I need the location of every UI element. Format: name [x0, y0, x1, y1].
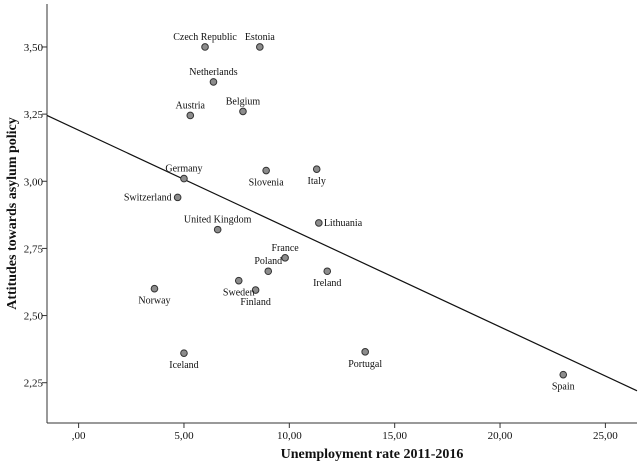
data-point — [264, 267, 273, 276]
x-axis-ticks: ,00 5,00 10,00 15,00 20,00 25,00 — [72, 423, 618, 442]
data-point-label: Sweden — [223, 288, 255, 299]
data-points — [150, 43, 568, 379]
y-tick-label: 2,25 — [24, 378, 44, 390]
data-point — [361, 348, 369, 356]
y-tick-label: 3,00 — [24, 176, 44, 188]
data-point — [234, 276, 243, 285]
data-point — [180, 174, 188, 183]
data-point — [256, 43, 264, 51]
data-point — [186, 111, 195, 120]
data-point — [173, 193, 182, 202]
data-point — [323, 267, 332, 276]
data-point — [312, 165, 321, 173]
x-tick-label: 15,00 — [382, 430, 407, 442]
data-point — [315, 219, 323, 227]
data-point-label: Switzerland — [124, 192, 172, 203]
data-point-label: Austria — [176, 100, 206, 111]
x-tick-label: 20,00 — [488, 430, 513, 442]
data-point-label: Spain — [552, 382, 575, 393]
x-tick-label: 5,00 — [174, 430, 194, 442]
data-point-label: Italy — [308, 176, 326, 187]
data-point — [262, 166, 270, 175]
data-point — [239, 107, 247, 116]
data-point — [150, 284, 159, 293]
data-point — [559, 370, 568, 379]
data-point — [180, 349, 188, 357]
data-point-label: Finland — [240, 297, 271, 308]
data-point — [251, 286, 260, 294]
data-point — [213, 225, 222, 234]
data-point-label: Czech Republic — [173, 32, 237, 43]
x-tick-label: ,00 — [72, 430, 86, 442]
axes — [46, 4, 637, 424]
data-point-label: Portugal — [348, 359, 382, 370]
data-point — [281, 254, 289, 262]
y-axis-ticks: 2,25 2,50 2,75 3,00 3,25 3,50 — [24, 42, 47, 390]
data-point-label: Estonia — [245, 32, 276, 43]
x-tick-label: 25,00 — [593, 430, 618, 442]
data-point-label: Lithuania — [324, 218, 363, 229]
data-point — [209, 78, 218, 86]
data-point-label: Slovenia — [249, 178, 285, 189]
y-axis-title: Attitudes towards asylum policy — [5, 117, 20, 310]
data-point-label: Norway — [138, 296, 170, 307]
x-axis-title: Unemployment rate 2011-2016 — [281, 447, 464, 462]
y-tick-label: 3,25 — [24, 109, 44, 121]
y-tick-label: 3,50 — [24, 42, 44, 54]
data-point-label: Ireland — [313, 278, 341, 289]
y-tick-label: 2,75 — [24, 243, 44, 255]
data-point-label: Netherlands — [189, 67, 237, 78]
x-tick-label: 10,00 — [277, 430, 302, 442]
data-point-labels: Czech Republic Estonia Netherlands Austria B… — [124, 32, 575, 393]
regression-line — [46, 114, 638, 392]
data-point-label: United Kingdom — [184, 215, 252, 226]
y-tick-label: 2,50 — [24, 311, 44, 323]
data-point-label: Poland — [254, 256, 282, 267]
data-point — [201, 43, 209, 51]
data-point-label: Germany — [165, 164, 202, 175]
data-point-label: Iceland — [169, 360, 198, 371]
data-point-label: France — [271, 243, 299, 254]
data-point-label: Belgium — [226, 96, 261, 107]
